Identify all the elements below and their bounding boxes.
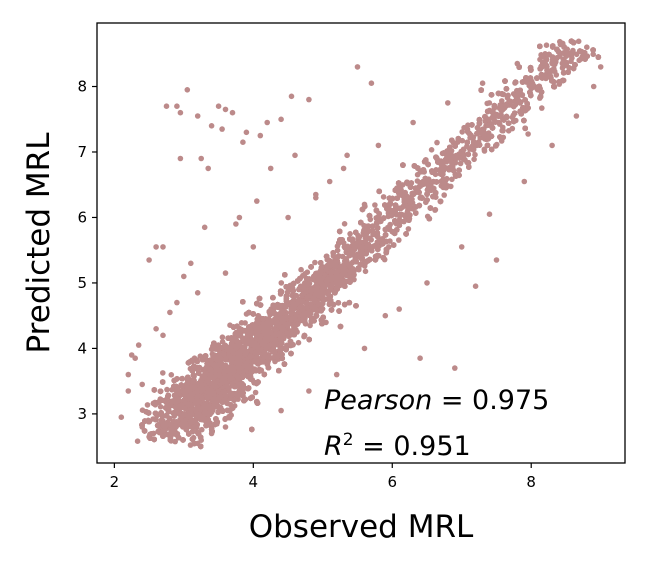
scatter-point — [432, 207, 438, 213]
scatter-point — [471, 156, 477, 163]
scatter-point — [486, 100, 493, 106]
scatter-point — [295, 339, 302, 346]
scatter-point — [252, 389, 259, 396]
scatter-point — [312, 259, 318, 266]
scatter-point — [477, 135, 484, 141]
scatter-point — [505, 128, 512, 134]
scatter-point — [481, 148, 488, 154]
scatter-point — [543, 42, 550, 48]
scatter-point — [362, 268, 369, 275]
scatter-point — [405, 226, 412, 232]
scatter-point — [465, 122, 471, 128]
scatter-point — [575, 38, 582, 45]
scatter-point — [467, 134, 473, 141]
scatter-point — [434, 139, 440, 146]
scatter-point — [219, 334, 226, 341]
scatter-point — [568, 58, 574, 65]
scatter-point — [428, 147, 435, 153]
points-layer — [118, 38, 604, 450]
scatter-point — [380, 194, 387, 200]
scatter-point — [441, 192, 448, 198]
scatter-point — [525, 131, 531, 137]
scatter-point — [539, 105, 545, 111]
scatter-point — [590, 51, 596, 58]
scatter-point — [457, 160, 464, 167]
scatter-point — [194, 357, 200, 363]
scatter-point — [157, 404, 164, 410]
scatter-point — [164, 386, 170, 393]
scatter-point — [372, 202, 378, 208]
scatter-point — [505, 92, 511, 99]
scatter-point — [459, 150, 465, 157]
scatter-point — [134, 438, 141, 445]
scatter-point — [278, 280, 285, 286]
scatter-point — [199, 426, 205, 433]
scatter-point — [168, 372, 175, 378]
scatter-point — [307, 322, 313, 329]
scatter-point — [208, 346, 215, 353]
scatter-point — [334, 247, 341, 254]
scatter-point — [459, 129, 466, 135]
scatter-point — [298, 266, 304, 273]
scatter-point — [414, 171, 421, 178]
scatter-point — [144, 402, 151, 408]
scatter-point — [368, 237, 375, 243]
scatter-point — [472, 151, 478, 158]
scatter-point — [341, 221, 348, 227]
scatter-point — [160, 370, 166, 376]
scatter-point — [553, 72, 560, 78]
scatter-point — [369, 223, 376, 229]
scatter-point — [238, 320, 245, 326]
scatter-point — [449, 176, 455, 183]
scatter-point — [551, 65, 557, 72]
scatter-point — [566, 64, 572, 71]
scatter-point — [347, 231, 353, 237]
scatter-point — [396, 237, 402, 243]
